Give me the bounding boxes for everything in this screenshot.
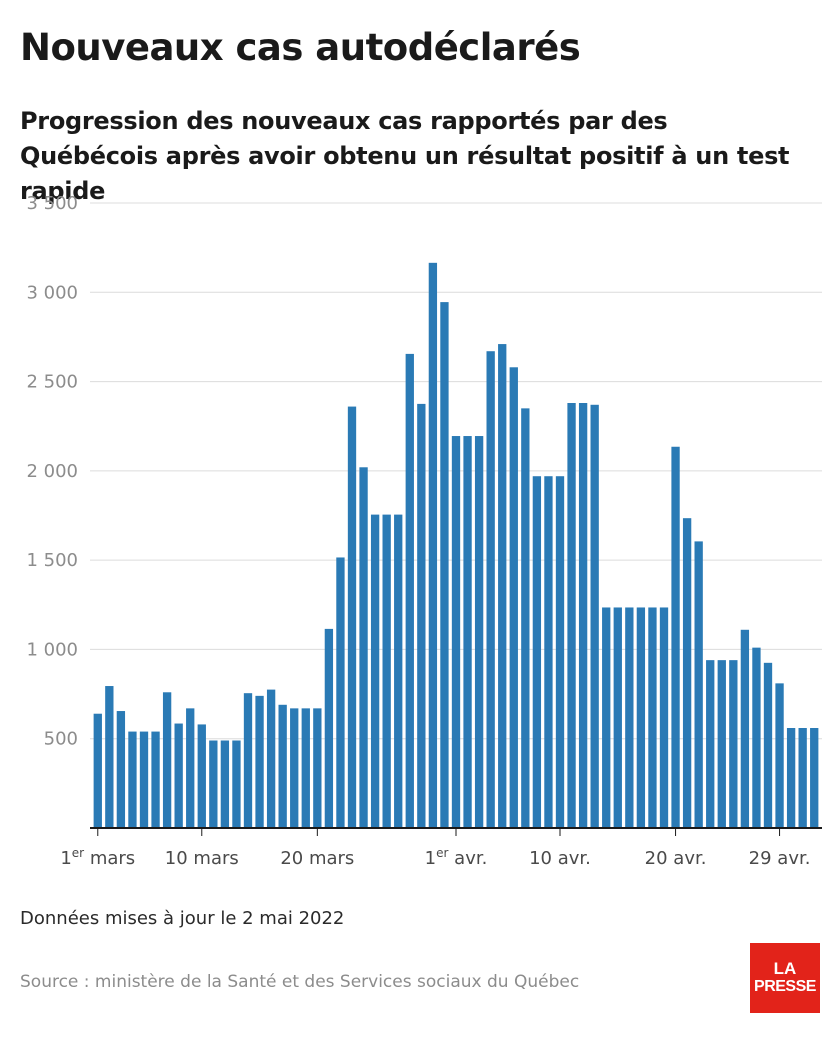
chart-subtitle: Progression des nouveaux cas rapportés p…	[20, 107, 790, 205]
bar	[648, 607, 657, 828]
bar	[440, 302, 449, 828]
bar	[752, 647, 761, 828]
bar	[128, 731, 137, 828]
y-tick-label: 500	[44, 729, 78, 750]
bar	[694, 541, 703, 828]
x-tick-label: 29 avr.	[749, 848, 811, 869]
bar	[301, 708, 310, 828]
bar	[602, 607, 611, 828]
y-tick-label: 1 000	[26, 639, 78, 660]
bar	[659, 607, 669, 828]
bar	[567, 403, 576, 828]
logo-line-2: PRESSE	[754, 978, 816, 995]
bar	[590, 404, 599, 828]
bar	[197, 724, 206, 828]
bars	[93, 262, 819, 829]
logo-line-1: LA	[773, 959, 797, 978]
bar	[451, 436, 461, 828]
bar	[578, 403, 588, 828]
bar	[521, 408, 530, 828]
bar	[729, 660, 738, 828]
y-tick-label: 3 000	[26, 282, 78, 303]
x-tick-label: 10 mars	[165, 848, 239, 869]
bar	[278, 704, 287, 828]
bar	[463, 436, 472, 828]
bar	[810, 728, 819, 828]
bar	[162, 692, 172, 828]
bar	[417, 403, 426, 828]
bar	[613, 607, 622, 828]
bar	[474, 436, 484, 828]
bar	[786, 728, 796, 828]
x-tick-label: 1er avr.	[425, 846, 488, 869]
bar	[509, 367, 518, 828]
bar	[636, 607, 646, 828]
bar	[290, 708, 299, 828]
bar	[544, 476, 553, 828]
bar	[116, 711, 126, 828]
bar-chart: 500 1 000 1 500 2 000 2 500 3 000 3 500 1er ma…	[26, 193, 822, 869]
bar	[243, 693, 253, 828]
bar	[498, 344, 507, 828]
y-tick-label: 2 500	[26, 372, 78, 393]
bar	[347, 406, 357, 828]
bar	[359, 467, 368, 828]
bar	[706, 660, 715, 828]
bar	[266, 689, 276, 828]
bar	[394, 514, 403, 828]
bar	[151, 731, 160, 828]
y-axis-ticks: 500 1 000 1 500 2 000 2 500 3 000 3 500	[26, 193, 78, 750]
x-tick-label: 20 mars	[280, 848, 354, 869]
bar	[717, 660, 726, 828]
x-tick-label: 10 avr.	[529, 848, 591, 869]
x-axis-ticks: 1er mars 10 mars 20 mars 1er avr. 10 avr. 20 …	[60, 828, 810, 869]
bar	[255, 695, 264, 828]
bar	[139, 731, 149, 828]
x-tick-label: 1er mars	[60, 846, 135, 869]
bar	[382, 514, 391, 828]
bar	[220, 740, 230, 828]
bar	[671, 446, 680, 828]
bar	[486, 351, 495, 828]
bar	[105, 686, 114, 828]
bar	[93, 713, 102, 828]
bar	[625, 607, 634, 828]
y-tick-label: 3 500	[26, 193, 78, 214]
la-presse-logo: LA PRESSE	[750, 943, 820, 1013]
bar	[336, 557, 345, 828]
bar	[740, 629, 750, 828]
x-tick-label: 20 avr.	[645, 848, 707, 869]
bar	[775, 683, 784, 828]
update-note: Données mises à jour le 2 mai 2022	[20, 908, 345, 929]
chart-title: Nouveaux cas autodéclarés	[20, 26, 581, 69]
y-tick-label: 1 500	[26, 550, 78, 571]
source-note: Source : ministère de la Santé et des Se…	[20, 972, 580, 992]
bar	[428, 262, 438, 829]
bar	[324, 628, 334, 828]
bar	[209, 740, 218, 828]
bar	[186, 708, 195, 828]
bar	[555, 476, 565, 828]
y-tick-label: 2 000	[26, 461, 78, 482]
bar	[174, 723, 183, 828]
bar	[682, 518, 692, 828]
bar	[232, 740, 241, 828]
bar	[763, 662, 773, 828]
bar	[798, 728, 807, 828]
bar	[405, 353, 414, 828]
bar	[370, 514, 380, 828]
bar	[532, 476, 542, 828]
bar	[313, 708, 322, 828]
